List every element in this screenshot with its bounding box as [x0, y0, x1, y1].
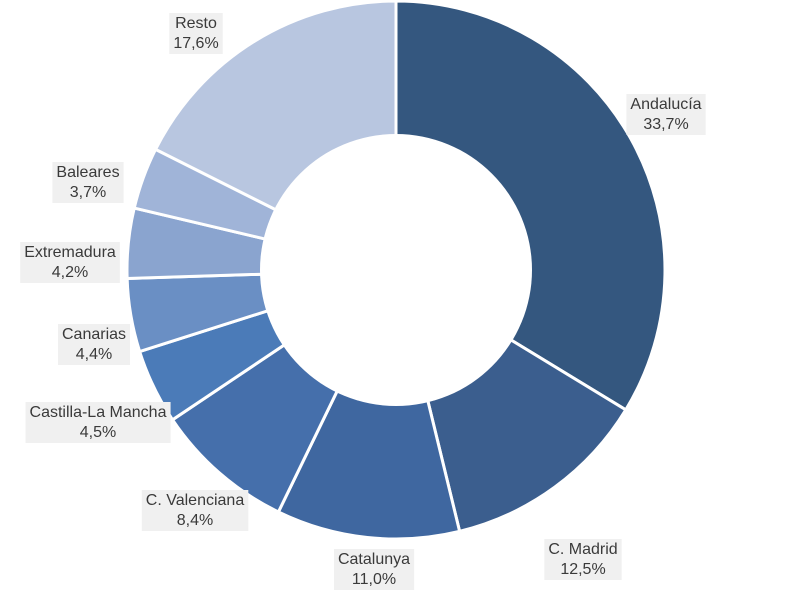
data-label-canarias: Canarias 4,4% — [57, 324, 131, 365]
data-label-box — [57, 324, 131, 365]
data-label-box — [20, 242, 120, 283]
slice-label-name: Resto — [175, 15, 217, 32]
data-label-castilla-la-mancha: Castilla-La Mancha 4,5% — [25, 402, 171, 443]
slice-label-name: Canarias — [62, 326, 126, 343]
slice-label-value: 12,5% — [560, 561, 605, 578]
slice-label-value: 33,7% — [643, 116, 688, 133]
slice-label-name: Andalucía — [630, 96, 701, 113]
labels-layer: Andalucía 33,7% C. Madrid 12,5% Catalunya 11,… — [20, 13, 706, 590]
slice-label-name: Baleares — [56, 164, 119, 181]
slice-label-value: 8,4% — [177, 512, 213, 529]
data-label-c-madrid: C. Madrid 12,5% — [544, 539, 622, 580]
data-label-extremadura: Extremadura 4,2% — [20, 242, 120, 283]
data-label-resto: Resto 17,6% — [169, 13, 223, 54]
data-label-box — [141, 490, 249, 531]
slice-label-value: 11,0% — [352, 571, 396, 588]
data-label-box — [333, 549, 415, 590]
data-label-box — [169, 13, 223, 54]
slice-label-value: 4,2% — [52, 264, 88, 281]
slice-label-name: Catalunya — [338, 551, 410, 568]
data-label-catalunya: Catalunya 11,0% — [333, 549, 415, 590]
slice-catalunya — [276, 265, 462, 541]
data-label-c-valenciana: C. Valenciana 8,4% — [141, 490, 249, 531]
slice-label-value: 4,5% — [80, 424, 116, 441]
slice-label-value: 3,7% — [70, 184, 106, 201]
data-label-box — [25, 402, 171, 443]
slice-label-value: 17,6% — [173, 35, 218, 52]
slice-label-name: C. Valenciana — [146, 492, 245, 509]
slice-label-name: Extremadura — [24, 244, 116, 261]
slice-label-value: 4,4% — [76, 346, 112, 363]
data-label-box — [626, 94, 706, 135]
slice-label-name: Castilla-La Mancha — [30, 404, 167, 421]
data-label-box — [52, 162, 124, 203]
data-label-andalucia: Andalucía 33,7% — [626, 94, 706, 135]
data-label-box — [544, 539, 622, 580]
data-label-baleares: Baleares 3,7% — [52, 162, 124, 203]
slice-label-name: C. Madrid — [548, 541, 617, 558]
donut-hole — [260, 134, 532, 406]
